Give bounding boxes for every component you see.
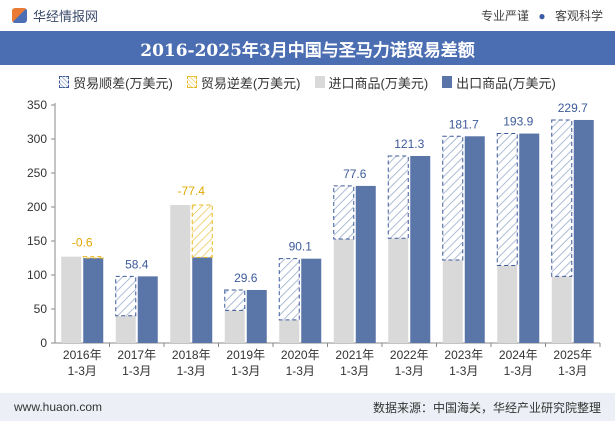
x-tick-label: 1-3月 [340, 364, 369, 378]
brand-name: 华经情报网 [33, 8, 99, 24]
chart-title: 2016-2025年3月中国与圣马力诺贸易差额 [0, 31, 615, 65]
tagline-separator: ● [538, 8, 546, 23]
legend-swatch-deficit [186, 76, 197, 88]
y-tick-label: 100 [27, 268, 47, 282]
legend-label-deficit: 贸易逆差(万美元) [200, 75, 301, 91]
x-tick-label: 2019年 [226, 348, 265, 362]
x-tick-label: 1-3月 [395, 364, 424, 378]
surplus-bar [278, 258, 300, 321]
legend-swatch-export [442, 76, 453, 88]
legend-label-import: 进口商品(万美元) [328, 75, 429, 91]
x-tick-label: 1-3月 [504, 364, 533, 378]
surplus-data-label: 181.7 [449, 117, 479, 131]
x-tick-label: 1-3月 [122, 364, 151, 378]
surplus-data-label: 90.1 [289, 240, 313, 254]
surplus-bar [551, 119, 573, 277]
import-bar [388, 238, 409, 343]
surplus-bar [333, 185, 355, 240]
chart-legend: 贸易顺差(万美元) 贸易逆差(万美元) 进口商品(万美元) 出口商品(万美元) [0, 72, 615, 92]
import-bar [115, 315, 136, 343]
y-tick-label: 150 [27, 234, 47, 248]
surplus-bar [496, 133, 518, 266]
x-tick-label: 2023年 [444, 348, 483, 362]
x-tick-label: 2021年 [335, 348, 374, 362]
top-bar: 华经情报网 专业严谨 ● 客观科学 [0, 0, 615, 30]
import-bar [224, 310, 245, 343]
chart-bars [61, 119, 594, 344]
chart-data-labels: -0.6 58.4 -77.4 29.6 90.1 77.6 121.3 181.7 193.9… [72, 101, 588, 285]
x-tick-label: 2022年 [390, 348, 429, 362]
y-tick-label: 200 [27, 200, 47, 214]
x-tick-label: 1-3月 [231, 364, 260, 378]
y-tick-label: 250 [27, 166, 47, 180]
surplus-data-label: 229.7 [558, 101, 588, 115]
y-tick-label: 50 [34, 302, 48, 316]
x-tick-label: 2025年 [553, 348, 592, 362]
export-bar [410, 156, 431, 343]
surplus-data-label: 193.9 [503, 115, 533, 129]
import-bar [170, 204, 191, 343]
surplus-data-label: 77.6 [343, 167, 367, 181]
import-bar [497, 265, 518, 343]
legend-label-export: 出口商品(万美元) [456, 75, 556, 91]
footer: www.huaon.com 数据来源：中国海关，华经产业研究院整理 [0, 393, 615, 421]
legend-swatch-surplus [59, 76, 70, 88]
tagline-left: 专业严谨 [481, 8, 530, 23]
deficit-data-label: -0.6 [72, 236, 93, 250]
export-bar [192, 257, 213, 343]
brand[interactable]: 华经情报网 [12, 6, 98, 25]
x-tick-label: 2018年 [172, 348, 211, 362]
x-tick-label: 1-3月 [286, 364, 315, 378]
huaon-logo-icon [12, 7, 27, 23]
tagline-right: 客观科学 [554, 8, 603, 23]
legend-item-export[interactable]: 出口商品(万美元) [442, 73, 556, 92]
legend-item-import[interactable]: 进口商品(万美元) [314, 73, 429, 92]
export-bar [246, 289, 267, 343]
y-tick-label: 350 [27, 98, 47, 112]
surplus-data-label: 29.6 [234, 271, 258, 285]
legend-swatch-import [314, 76, 325, 88]
legend-item-deficit[interactable]: 贸易逆差(万美元) [186, 73, 301, 92]
deficit-bar [191, 204, 213, 258]
import-bar [61, 256, 82, 343]
surplus-data-label: 121.3 [394, 137, 424, 151]
import-bar [333, 238, 354, 343]
x-tick-label: 2024年 [499, 348, 538, 362]
x-tick-label: 1-3月 [68, 364, 97, 378]
y-tick-label: 0 [40, 336, 47, 350]
x-tick-label: 2017年 [117, 348, 156, 362]
chart-axes: 0 50 100 150 200 250 300 350 2016年 1-3月 2017年 1-3月 2… [27, 98, 601, 378]
surplus-bar [115, 275, 137, 317]
surplus-bar [224, 289, 246, 311]
legend-item-surplus[interactable]: 贸易顺差(万美元) [59, 73, 173, 92]
x-tick-label: 1-3月 [449, 364, 478, 378]
x-tick-label: 1-3月 [177, 364, 206, 378]
legend-label-surplus: 贸易顺差(万美元) [73, 75, 173, 91]
footer-source: 数据来源：中国海关，华经产业研究院整理 [372, 400, 601, 415]
x-tick-label: 1-3月 [558, 364, 587, 378]
import-bar [279, 319, 300, 343]
bar-chart: 0 50 100 150 200 250 300 350 2016年 1-3月 2017年 1-3月 2… [27, 98, 601, 378]
export-bar [137, 276, 158, 343]
export-bar [301, 258, 322, 343]
export-bar [355, 185, 376, 343]
surplus-data-label: 58.4 [125, 257, 149, 271]
export-bar [83, 257, 104, 343]
x-tick-label: 2016年 [63, 348, 102, 362]
y-tick-label: 300 [27, 132, 47, 146]
deficit-data-label: -77.4 [178, 184, 206, 198]
export-bar [573, 119, 594, 344]
x-tick-label: 2020年 [281, 348, 320, 362]
export-bar [519, 133, 540, 343]
surplus-bar [387, 155, 409, 239]
deficit-bar [82, 256, 104, 259]
surplus-bar [442, 135, 464, 261]
footer-website[interactable]: www.huaon.com [14, 400, 103, 414]
tagline: 专业严谨 ● 客观科学 [481, 7, 603, 24]
import-bar [442, 260, 463, 343]
import-bar [551, 276, 572, 343]
export-bar [464, 136, 485, 343]
